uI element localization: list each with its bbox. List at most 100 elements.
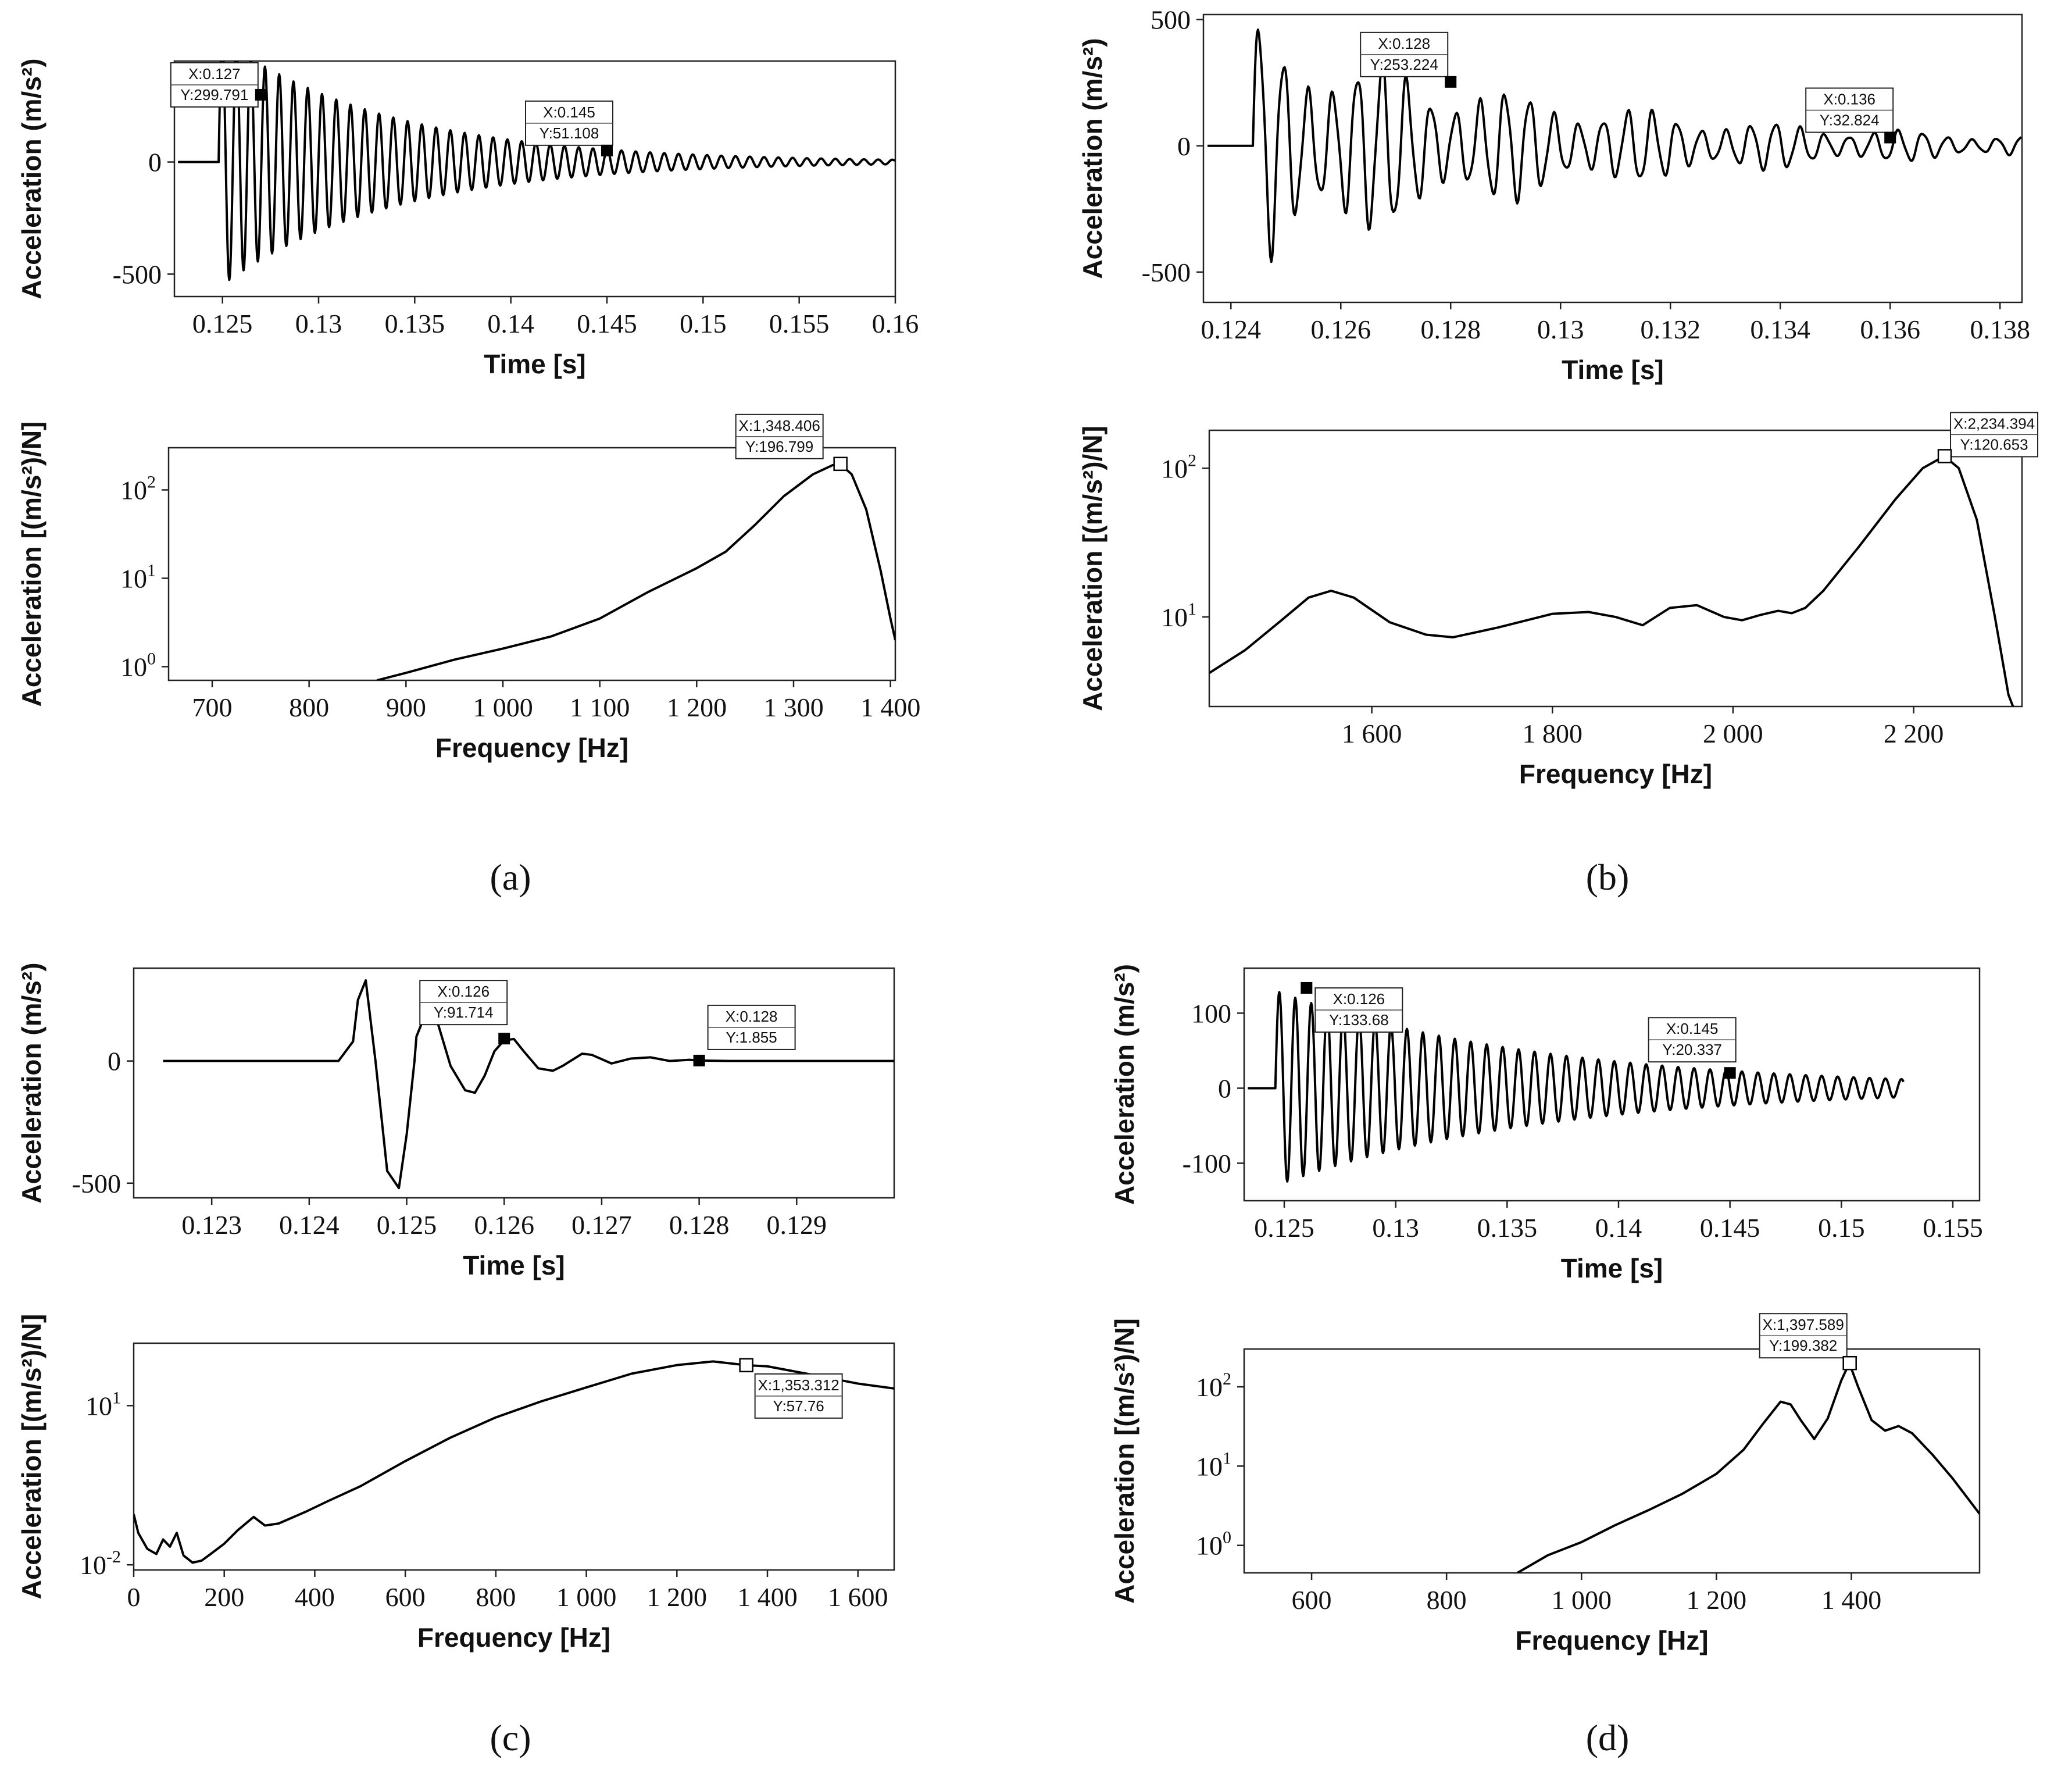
y-axis-label: Acceleration [(m/s²)/N] bbox=[1109, 1318, 1139, 1604]
chart-b-freq: 1 600 1 800 2 000 2 200 101 102 Frequency [Hz]… bbox=[1077, 412, 2039, 789]
y-tick-label: 100 bbox=[1191, 998, 1231, 1028]
datatip-marker bbox=[1301, 982, 1313, 994]
datatip-text: X:0.128 bbox=[1378, 35, 1430, 52]
x-tick-label: 0.14 bbox=[1595, 1213, 1642, 1243]
x-tick-label: 1 400 bbox=[860, 693, 921, 722]
x-tick-label: 0.125 bbox=[377, 1210, 437, 1240]
x-axis-label: Frequency [Hz] bbox=[1515, 1625, 1708, 1655]
datatip-text: Y:57.76 bbox=[773, 1397, 824, 1415]
y-axis-label: Acceleration (m/s²) bbox=[16, 962, 47, 1203]
plot-frame bbox=[173, 60, 896, 298]
series-line bbox=[1517, 1362, 1980, 1573]
datatip-text: Y:1.855 bbox=[726, 1029, 777, 1046]
datatip-text: X:1,397.589 bbox=[1763, 1316, 1844, 1333]
chart-d-time: 0.125 0.13 0.135 0.14 0.145 0.15 0.155 100 0 -100… bbox=[1109, 964, 1983, 1283]
datatip-marker bbox=[601, 144, 613, 156]
y-tick-label: 101 bbox=[1196, 1448, 1231, 1481]
datatip-text: X:0.126 bbox=[437, 983, 490, 1000]
y-axis-label: Acceleration [(m/s²)/N] bbox=[1077, 426, 1108, 711]
y-tick-label: 100 bbox=[120, 649, 156, 681]
datatip-marker bbox=[1884, 131, 1896, 144]
chart-c-freq: 0 200 400 600 800 1 000 1 200 1 400 1 600 10-2 101… bbox=[16, 1314, 895, 1653]
datatip-text: Y:199.382 bbox=[1769, 1337, 1837, 1354]
x-tick-label: 0 bbox=[127, 1582, 141, 1612]
datatip-text: Y:133.68 bbox=[1329, 1011, 1389, 1029]
series-line bbox=[1208, 28, 2022, 263]
y-tick-label: 0 bbox=[1218, 1073, 1231, 1103]
chart-c-time: 0.123 0.124 0.125 0.126 0.127 0.128 0.129 0 -500… bbox=[16, 962, 895, 1280]
series-line bbox=[134, 1360, 894, 1564]
datatip-text: X:1,348.406 bbox=[739, 417, 820, 434]
x-tick-label: 0.128 bbox=[1420, 315, 1481, 344]
plot-frame bbox=[1243, 967, 1981, 1202]
panel-label-a: (a) bbox=[490, 857, 531, 898]
plot-frame bbox=[1202, 13, 2023, 304]
x-axis-label: Frequency [Hz] bbox=[435, 733, 628, 763]
y-tick-label: 101 bbox=[1161, 599, 1196, 632]
y-tick-label: -500 bbox=[1142, 258, 1191, 287]
x-tick-label: 1 100 bbox=[570, 693, 630, 722]
x-tick-label: 2 000 bbox=[1703, 719, 1763, 748]
x-tick-label: 0.127 bbox=[571, 1210, 632, 1240]
x-tick-label: 400 bbox=[295, 1582, 335, 1612]
chart-a-freq: 700 800 900 1 000 1 100 1 200 1 300 1 400 100 101… bbox=[16, 413, 921, 763]
x-tick-label: 0.155 bbox=[769, 309, 830, 338]
x-tick-label: 1 000 bbox=[556, 1582, 617, 1612]
chart-b-time: 0.124 0.126 0.128 0.13 0.132 0.134 0.136 0.138 5… bbox=[1077, 5, 2030, 385]
series-line bbox=[376, 462, 895, 680]
datatip-text: Y:196.799 bbox=[745, 438, 813, 455]
x-axis-label: Time [s] bbox=[1561, 1253, 1663, 1283]
x-tick-label: 0.16 bbox=[872, 309, 919, 338]
datatip-marker bbox=[1724, 1067, 1736, 1079]
y-axis-label: Acceleration [(m/s²)/N] bbox=[16, 1314, 47, 1600]
datatip-text: X:0.145 bbox=[543, 104, 595, 121]
datatip-text: X:0.127 bbox=[188, 65, 241, 83]
x-axis-label: Time [s] bbox=[1562, 355, 1664, 385]
y-tick-label: 100 bbox=[1196, 1528, 1231, 1561]
series-line bbox=[1209, 455, 2014, 706]
x-tick-label: 0.128 bbox=[669, 1210, 730, 1240]
datatip-marker bbox=[1842, 1355, 1857, 1371]
y-tick-label: -500 bbox=[113, 259, 162, 289]
x-tick-label: 600 bbox=[1292, 1585, 1332, 1615]
x-tick-label: 0.132 bbox=[1640, 315, 1701, 344]
x-axis-label: Frequency [Hz] bbox=[417, 1622, 610, 1653]
datatip-text: X:0.136 bbox=[1823, 91, 1875, 108]
y-tick-label: 102 bbox=[1196, 1369, 1231, 1402]
x-tick-label: 0.125 bbox=[192, 309, 253, 338]
x-tick-label: 0.14 bbox=[487, 309, 534, 338]
x-tick-label: 1 200 bbox=[1687, 1585, 1747, 1615]
x-tick-label: 0.134 bbox=[1750, 315, 1810, 344]
x-tick-label: 900 bbox=[386, 693, 426, 722]
y-tick-label: 102 bbox=[120, 473, 156, 505]
y-axis-label: Acceleration (m/s²) bbox=[16, 58, 47, 299]
datatip-text: Y:299.791 bbox=[180, 86, 248, 104]
y-tick-label: 0 bbox=[1177, 131, 1191, 161]
plot-frame bbox=[1208, 429, 2023, 708]
x-tick-label: 800 bbox=[289, 693, 329, 722]
x-tick-label: 1 000 bbox=[473, 693, 533, 722]
y-axis-label: Acceleration (m/s²) bbox=[1077, 38, 1108, 279]
datatip-marker bbox=[739, 1358, 753, 1373]
x-tick-label: 1 600 bbox=[828, 1582, 888, 1612]
series-line bbox=[1248, 991, 1905, 1183]
x-tick-label: 1 000 bbox=[1552, 1585, 1612, 1615]
x-tick-label: 0.124 bbox=[279, 1210, 340, 1240]
y-tick-label: 500 bbox=[1151, 5, 1191, 35]
chart-d-freq: 600 800 1 000 1 200 1 400 100 101 102 Frequency … bbox=[1109, 1313, 1981, 1655]
y-tick-label: 10-2 bbox=[80, 1547, 121, 1580]
x-tick-label: 1 600 bbox=[1342, 719, 1402, 748]
x-tick-label: 0.138 bbox=[1970, 315, 2030, 344]
panel-label-b: (b) bbox=[1586, 857, 1630, 898]
x-axis-label: Time [s] bbox=[484, 349, 586, 379]
y-tick-label: 0 bbox=[148, 148, 162, 177]
datatip-text: Y:91.714 bbox=[434, 1004, 494, 1021]
series-line bbox=[163, 979, 894, 1190]
x-tick-label: 0.15 bbox=[680, 309, 727, 338]
x-tick-label: 0.13 bbox=[1537, 315, 1584, 344]
datatip-text: Y:120.653 bbox=[1960, 436, 2028, 453]
panel-label-d: (d) bbox=[1586, 1717, 1630, 1758]
plot-frame bbox=[133, 1342, 895, 1571]
datatip-text: X:0.145 bbox=[1666, 1020, 1719, 1037]
